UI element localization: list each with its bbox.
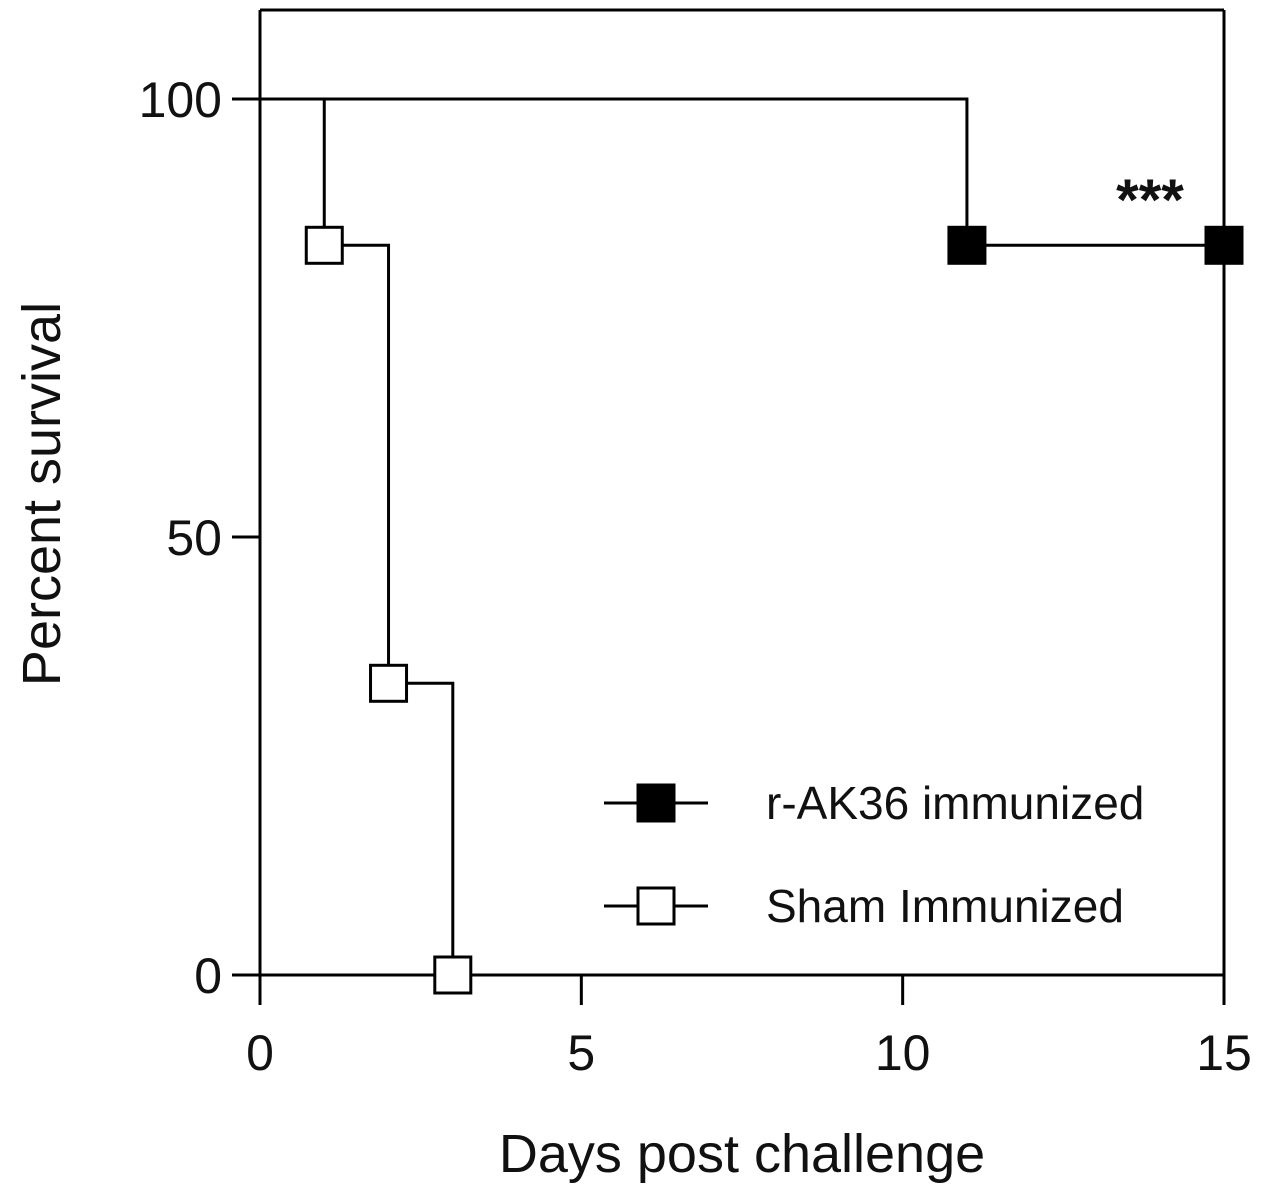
y-axis-ticks: 0 50 100: [139, 72, 260, 1004]
filled-square-marker: [947, 225, 987, 265]
open-square-marker: [304, 225, 344, 265]
legend-label-sham: Sham Immunized: [766, 880, 1124, 932]
significance-annotation: ***: [1116, 168, 1184, 233]
x-tick-label: 10: [875, 1025, 931, 1081]
x-tick-label: 15: [1196, 1025, 1252, 1081]
series-line-1: [260, 97, 455, 975]
legend-item-raks36: r-AK36 immunized: [604, 777, 1144, 829]
y-tick-label: 0: [194, 948, 222, 1004]
legend-item-sham: Sham Immunized: [604, 880, 1124, 932]
legend-marker-open-square: [636, 886, 676, 926]
plot-frame: [232, 8, 1226, 1005]
series-line-0: [260, 97, 1224, 247]
filled-square-marker: [1204, 225, 1244, 265]
x-tick-label: 5: [567, 1025, 595, 1081]
series-layer: [260, 97, 1244, 995]
y-tick-label: 100: [139, 72, 222, 128]
legend-label-raks36: r-AK36 immunized: [766, 777, 1144, 829]
y-tick-label: 50: [166, 510, 222, 566]
x-axis-title: Days post challenge: [499, 1124, 985, 1184]
x-axis-ticks: 0 5 10 15: [246, 975, 1252, 1081]
legend: r-AK36 immunized Sham Immunized: [604, 777, 1144, 932]
x-tick-label: 0: [246, 1025, 274, 1081]
legend-marker-filled-square: [636, 783, 676, 823]
open-square-marker: [369, 663, 409, 703]
y-axis-title: Percent survival: [12, 302, 72, 686]
open-square-marker: [433, 955, 473, 995]
